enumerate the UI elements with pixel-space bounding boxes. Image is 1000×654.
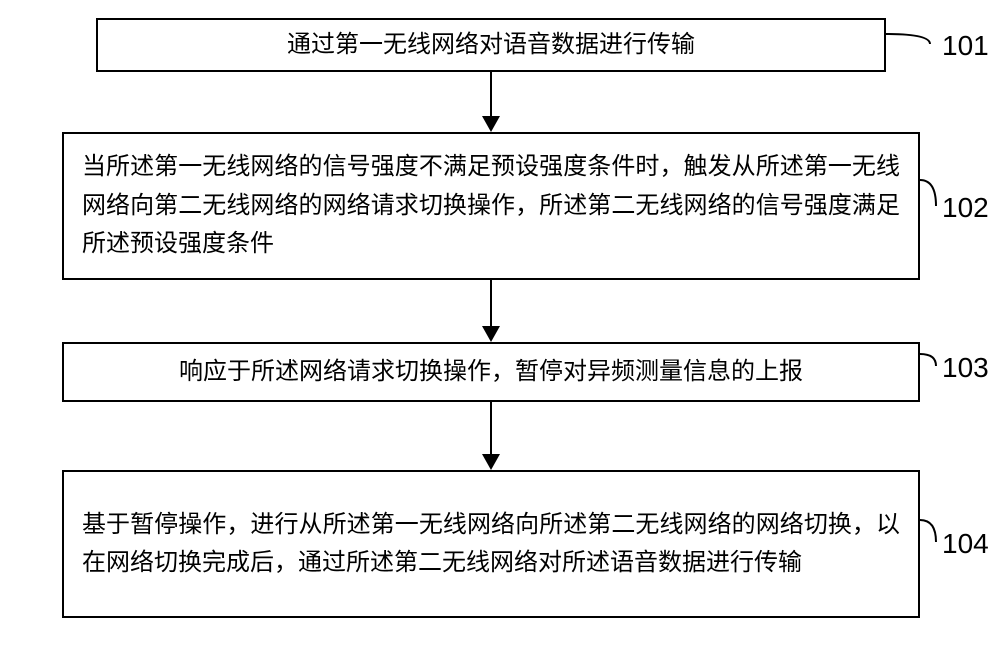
step-node-4: 基于暂停操作，进行从所述第一无线网络向所述第二无线网络的网络切换，以在网络切换完… (62, 470, 920, 618)
arrow-3-head (482, 454, 500, 470)
step-node-3: 响应于所述网络请求切换操作，暂停对异频测量信息的上报 (62, 342, 920, 402)
arrow-1-line (490, 72, 492, 116)
arrow-3-line (490, 402, 492, 454)
step-number-102: 102 (942, 192, 989, 224)
step-number-101: 101 (942, 30, 989, 62)
step-text-3: 响应于所述网络请求切换操作，暂停对异频测量信息的上报 (179, 353, 803, 391)
step-number-104: 104 (942, 528, 989, 560)
step-text-1: 通过第一无线网络对语音数据进行传输 (287, 26, 695, 64)
arrow-2-head (482, 326, 500, 342)
step-node-2: 当所述第一无线网络的信号强度不满足预设强度条件时，触发从所述第一无线网络向第二无… (62, 132, 920, 280)
arrow-2-line (490, 280, 492, 326)
arrow-1-head (482, 116, 500, 132)
step-text-4: 基于暂停操作，进行从所述第一无线网络向所述第二无线网络的网络切换，以在网络切换完… (82, 506, 900, 583)
flowchart-canvas: 通过第一无线网络对语音数据进行传输 当所述第一无线网络的信号强度不满足预设强度条… (0, 0, 1000, 654)
step-text-2: 当所述第一无线网络的信号强度不满足预设强度条件时，触发从所述第一无线网络向第二无… (82, 148, 900, 263)
step-number-103: 103 (942, 352, 989, 384)
step-node-1: 通过第一无线网络对语音数据进行传输 (96, 18, 886, 72)
